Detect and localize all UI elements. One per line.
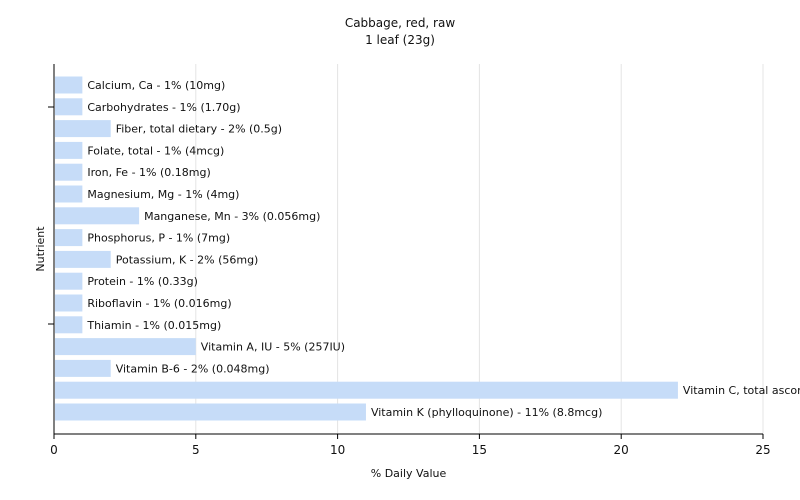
axes xyxy=(53,64,763,435)
bar-label: Vitamin C, total ascorbic acid - 22% (13… xyxy=(683,384,800,397)
chart-subtitle: 1 leaf (23g) xyxy=(365,33,435,47)
x-tick-label: 10 xyxy=(330,443,345,457)
bar xyxy=(55,185,83,203)
x-tick-label: 0 xyxy=(50,443,58,457)
x-axis-title: % Daily Value xyxy=(371,467,447,480)
bar-label: Carbohydrates - 1% (1.70g) xyxy=(87,101,240,114)
bar-label: Phosphorus, P - 1% (7mg) xyxy=(87,232,230,245)
x-tick-label: 5 xyxy=(192,443,200,457)
bar xyxy=(55,120,111,138)
bar xyxy=(55,250,111,268)
y-axis-title: Nutrient xyxy=(34,226,47,272)
bar-label: Fiber, total dietary - 2% (0.5g) xyxy=(116,123,282,136)
bar xyxy=(55,316,83,334)
bar-label: Vitamin A, IU - 5% (257IU) xyxy=(201,341,345,354)
bar xyxy=(55,76,83,94)
bar-label: Manganese, Mn - 3% (0.056mg) xyxy=(144,210,320,223)
bar xyxy=(55,141,83,159)
bar-label: Thiamin - 1% (0.015mg) xyxy=(86,319,221,332)
bar-label: Folate, total - 1% (4mcg) xyxy=(87,144,224,157)
y-axis-ticks xyxy=(48,106,54,325)
bar-label: Vitamin B-6 - 2% (0.048mg) xyxy=(116,362,270,375)
grid-lines xyxy=(195,64,764,434)
bars: Calcium, Ca - 1% (10mg) Carbohydrates - 1… xyxy=(55,76,800,421)
bar xyxy=(55,403,366,421)
bar-label: Vitamin K (phylloquinone) - 11% (8.8mcg) xyxy=(371,406,602,419)
bar xyxy=(55,207,140,225)
bar xyxy=(55,294,83,312)
bar xyxy=(55,359,111,377)
bar xyxy=(55,229,83,247)
x-axis-ticks: 0 5 10 15 20 25 xyxy=(50,434,771,457)
x-tick-label: 20 xyxy=(614,443,629,457)
bar xyxy=(55,272,83,290)
bar-label: Calcium, Ca - 1% (10mg) xyxy=(87,79,225,92)
bar xyxy=(55,98,83,116)
bar-label: Magnesium, Mg - 1% (4mg) xyxy=(87,188,239,201)
x-tick-label: 25 xyxy=(755,443,770,457)
bar-label: Protein - 1% (0.33g) xyxy=(87,275,198,288)
bar-label: Iron, Fe - 1% (0.18mg) xyxy=(87,166,210,179)
chart-title: Cabbage, red, raw xyxy=(344,16,456,30)
x-tick-label: 15 xyxy=(472,443,487,457)
bar-label: Riboflavin - 1% (0.016mg) xyxy=(87,297,231,310)
bar xyxy=(55,163,83,181)
bar-label: Potassium, K - 2% (56mg) xyxy=(116,253,259,266)
bar xyxy=(55,381,678,399)
bar xyxy=(55,338,196,356)
